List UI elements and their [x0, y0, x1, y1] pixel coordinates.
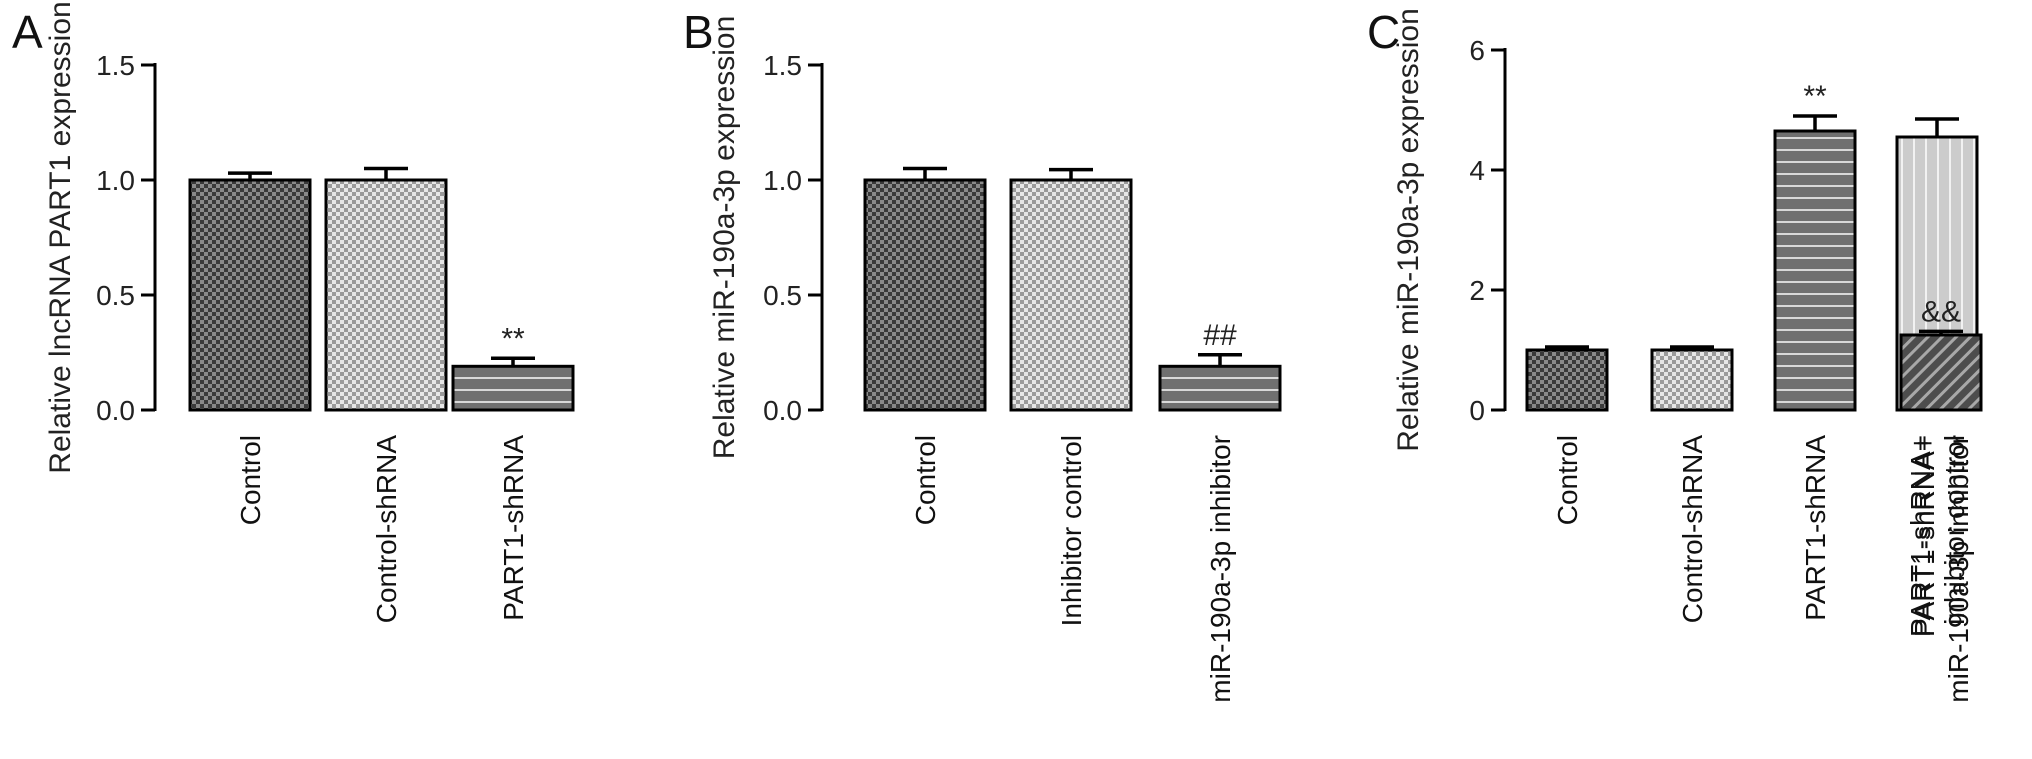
y-axis-label: Relative lncRNA PART1 expression: [44, 1, 77, 473]
category-label: inhibitor control: [1939, 435, 1970, 625]
significance-mark: **: [501, 322, 525, 355]
bar: [1525, 348, 1609, 412]
panel-a: A Relative lncRNA PART1 expression 0.0 0.5 1…: [12, 1, 575, 624]
bar: [1009, 178, 1133, 412]
category-label: PART1-shRNA+: [1905, 435, 1936, 637]
category-label: Control: [910, 435, 941, 525]
y-tick-label: 6: [1469, 35, 1485, 66]
y-tick-label: 0.5: [96, 280, 135, 311]
category-label: Control: [235, 435, 266, 525]
bar: [1650, 348, 1734, 412]
category-label: Control-shRNA: [371, 435, 402, 624]
bar: [188, 178, 312, 412]
y-tick-label: 1.0: [96, 165, 135, 196]
y-tick-label: 0.0: [763, 395, 802, 426]
panel-letter: A: [12, 6, 43, 58]
y-tick-label: 1.0: [763, 165, 802, 196]
category-label: miR-190a-3p inhibitor: [1943, 435, 1974, 703]
bar: [863, 178, 987, 412]
y-tick-label: 2: [1469, 275, 1485, 306]
category-label: PART1-shRNA: [1800, 435, 1831, 621]
category-label: PART1-shRNA+: [1909, 435, 1940, 637]
panel-letter: B: [683, 6, 714, 58]
bar: [1773, 129, 1857, 412]
bar: [1158, 364, 1282, 412]
bar: [324, 178, 448, 412]
y-tick-label: 0.0: [96, 395, 135, 426]
significance-mark: &&: [1921, 295, 1961, 328]
panel-letter: C: [1367, 6, 1400, 58]
y-tick-label: 4: [1469, 155, 1485, 186]
significance-mark: ##: [1203, 319, 1237, 352]
bar: [1899, 333, 1983, 412]
y-axis-label: Relative miR-190a-3p expression: [1392, 8, 1425, 452]
y-tick-label: 1.5: [763, 50, 802, 81]
y-tick-label: 1.5: [96, 50, 135, 81]
category-label: PART1-shRNA: [498, 435, 529, 621]
category-label: Inhibitor control: [1056, 435, 1087, 626]
bar: [451, 364, 575, 412]
category-label: miR-190a-3p inhibitor: [1205, 435, 1236, 703]
y-axis-label: Relative miR-190a-3p expression: [708, 16, 741, 460]
y-tick-label: 0.5: [763, 280, 802, 311]
significance-mark: **: [1803, 80, 1827, 113]
category-label: Control-shRNA: [1677, 435, 1708, 624]
category-label: Control: [1552, 435, 1583, 525]
y-tick-label: 0: [1469, 395, 1485, 426]
